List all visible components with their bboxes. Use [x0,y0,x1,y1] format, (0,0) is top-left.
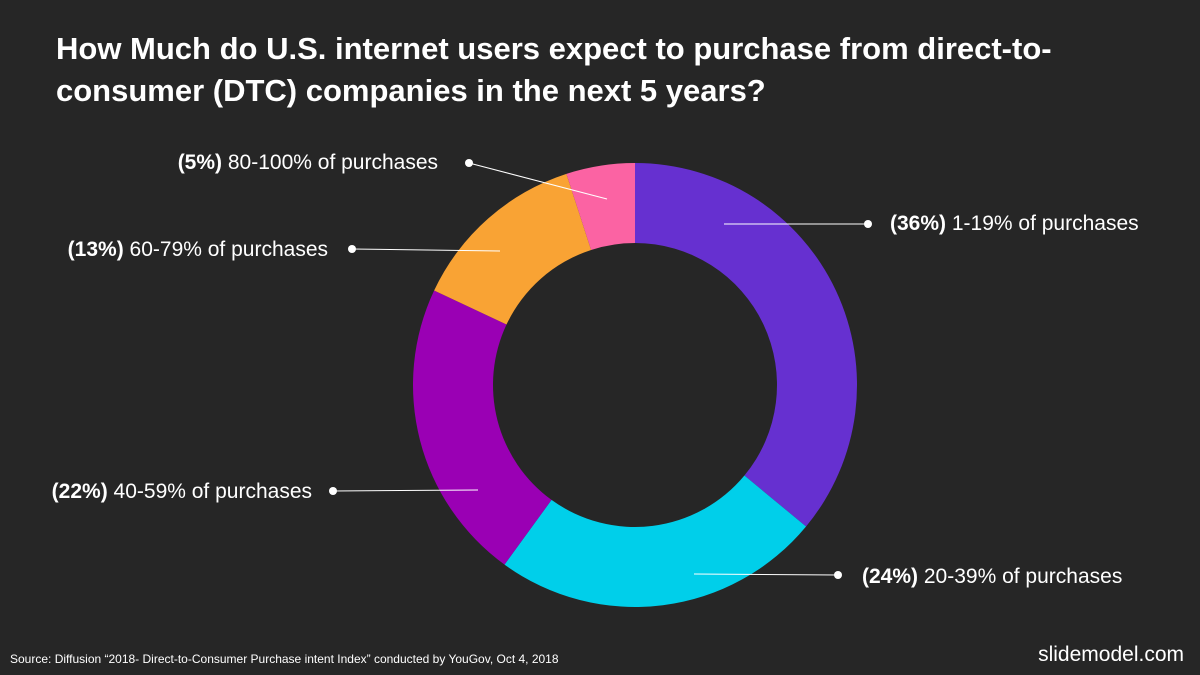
leader-dot-4 [348,245,356,253]
donut-slices [413,163,857,607]
leader-dot-5 [465,159,473,167]
donut-slice-3 [413,290,552,565]
slice-label-pct-4: (13%) [68,238,124,261]
brand-watermark: slidemodel.com [1038,643,1184,666]
leader-line-3 [332,489,479,492]
slice-label-pct-5: (5%) [178,151,222,174]
slice-label-5: (5%) 80-100% of purchases [178,151,438,174]
slice-labels: (36%) 1-19% of purchases (24%) 20-39% of … [52,151,1139,588]
leader-line-5 [468,162,608,200]
leader-line-2 [693,573,839,576]
donut-slice-1 [635,163,857,527]
leader-dot-2 [834,571,842,579]
slice-label-category-2: 20-39% of purchases [918,565,1122,588]
slice-label-category-4: 60-79% of purchases [124,238,328,261]
slice-label-1: (36%) 1-19% of purchases [890,212,1139,235]
slice-label-category-5: 80-100% of purchases [222,151,438,174]
source-note: Source: Diffusion “2018- Direct-to-Consu… [10,652,559,666]
slice-label-pct-2: (24%) [862,565,918,588]
slice-label-4: (13%) 60-79% of purchases [68,238,328,261]
donut-slice-5 [566,163,635,250]
leader-dot-3 [329,487,337,495]
slice-label-category-3: 40-59% of purchases [108,480,312,503]
slice-label-pct-3: (22%) [52,480,108,503]
leader-dot-1 [864,220,872,228]
chart-title: How Much do U.S. internet users expect t… [56,31,1052,108]
donut-slice-4 [434,173,592,325]
leader-line-4 [351,248,501,252]
donut-slice-2 [504,475,807,607]
slice-label-3: (22%) 40-59% of purchases [52,480,312,503]
slice-label-2: (24%) 20-39% of purchases [862,565,1122,588]
slice-label-category-1: 1-19% of purchases [946,212,1139,235]
slice-label-pct-1: (36%) [890,212,946,235]
